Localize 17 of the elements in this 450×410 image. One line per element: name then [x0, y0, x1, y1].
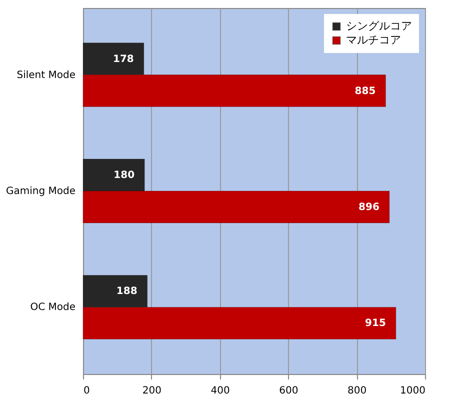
data-label: 896 — [358, 202, 380, 213]
data-label: 885 — [354, 86, 376, 97]
data-label: 188 — [116, 286, 138, 298]
data-label: 178 — [113, 54, 134, 65]
x-tick-label: 800 — [348, 386, 367, 396]
data-label: 180 — [114, 170, 135, 182]
data-label: 915 — [365, 318, 386, 330]
x-tick-label: 600 — [279, 386, 298, 396]
x-tick-label: 0 — [84, 386, 90, 396]
x-tick-label: 400 — [210, 386, 230, 396]
x-tick-label: 200 — [142, 386, 162, 396]
x-tick-label: 1000 — [400, 386, 426, 396]
y-tick-label: Silent Mode — [16, 70, 76, 81]
legend-label: シングルコア — [346, 20, 412, 32]
legend-label: マルチコア — [346, 34, 401, 46]
y-tick-label: Gaming Mode — [6, 186, 76, 197]
y-tick-label: OC Mode — [30, 302, 76, 314]
